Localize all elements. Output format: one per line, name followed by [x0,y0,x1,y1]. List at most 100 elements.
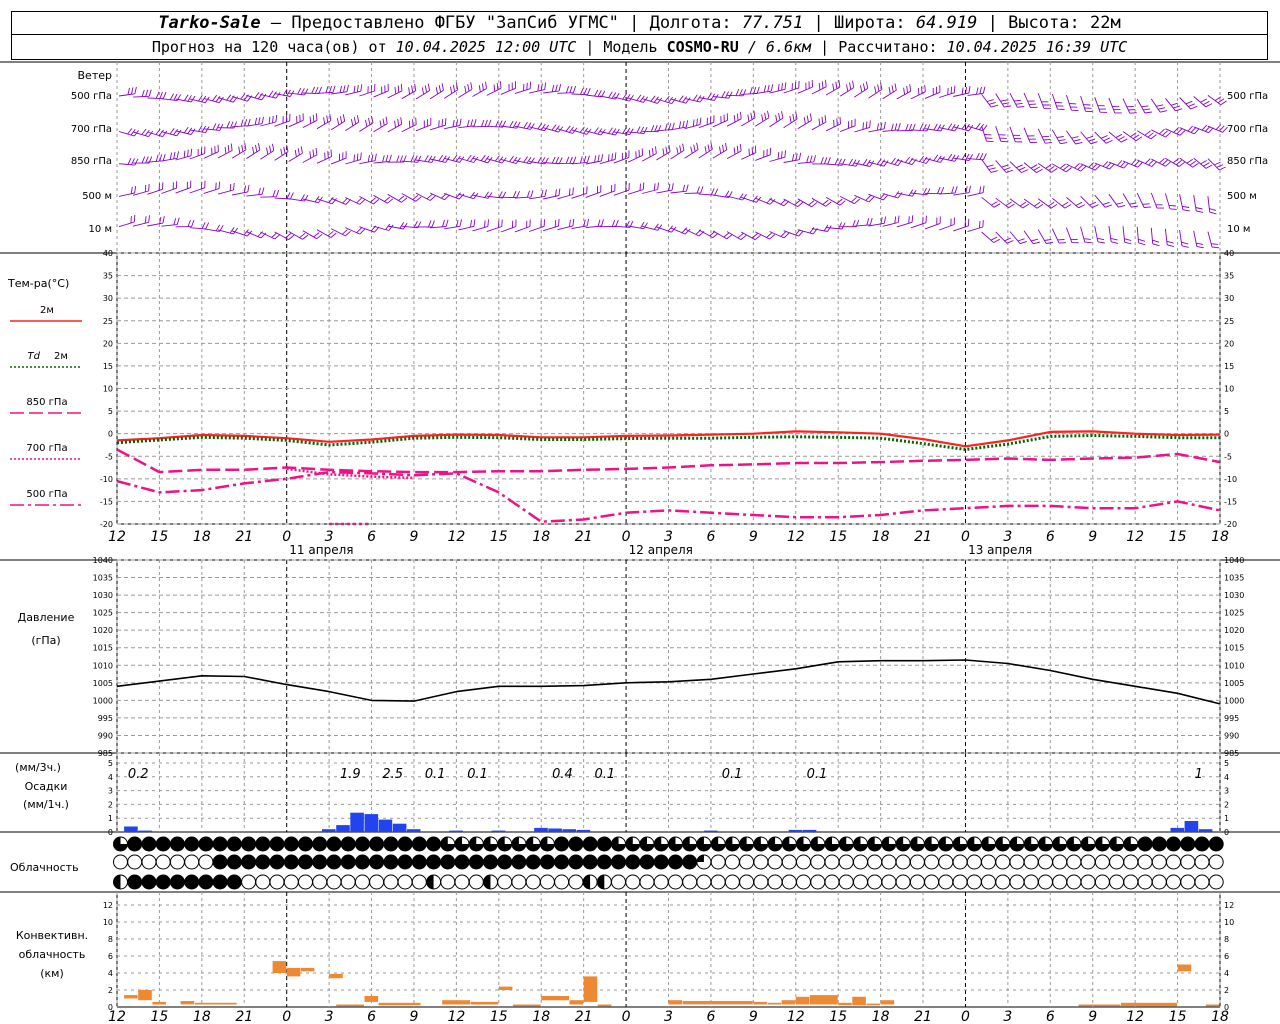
wind-barb [359,115,374,132]
wind-barb [627,94,649,103]
wind-barb [698,92,719,101]
wind-barb [316,85,336,94]
cloud-marker [1066,854,1082,870]
precip-bar [449,830,463,832]
cloud-marker [1180,874,1196,890]
x-tick-label: 15 [829,529,847,545]
temp-tick-label-left: -5 [105,452,113,461]
wind-barb [1108,193,1126,208]
cloud-marker-fill [867,837,882,852]
wind-barb [217,94,238,103]
pres-tick-label-right: 985 [1224,749,1239,758]
wind-barb [840,118,856,133]
convective-unit: (км) [40,967,64,980]
cloud-marker [255,854,271,870]
cloud-marker [539,854,555,870]
wind-barb [217,143,233,159]
wind-barb [868,158,889,167]
temp-tick-label-right: -20 [1224,520,1237,529]
wind-barb [1052,163,1072,173]
temp-tick-label-left: 40 [103,249,113,258]
cloud-marker [241,836,257,852]
wind-barb [1151,128,1172,138]
wind-barb [1037,163,1058,173]
calc-time: 10.04.2025 16:39 UTC [946,38,1128,56]
header-sep-3: | [987,13,998,33]
cloud-marker-fill [739,837,754,852]
conv-tick-label-right: 4 [1224,969,1229,978]
precip-title: Осадки [25,780,68,793]
cloud-marker [155,874,171,890]
precip-unit-1h: (мм/1ч.) [23,798,69,811]
wind-barb [628,221,648,230]
wind-barb [939,186,958,195]
cloud-marker [1023,854,1039,870]
cloud-marker [283,874,299,890]
pressure-title: Давление [18,611,75,624]
wind-barb [288,231,309,240]
temp-tick-label-right: 15 [1224,362,1234,371]
wind-barb [726,231,747,240]
convective-bar [781,1000,796,1005]
convective-bar [138,990,152,1001]
wind-barb [981,196,1001,208]
precip-bar [378,819,393,832]
cloud-marker [312,854,328,870]
wind-barb [118,214,136,228]
cloud-marker [710,874,726,890]
x-tick-label: 18 [532,529,550,545]
wind-barb [1179,125,1200,135]
wind-barb [288,194,309,202]
cloud-marker [668,854,683,870]
wind-barb [401,83,417,100]
cloud-marker [995,874,1011,890]
wind-barb [415,83,431,100]
cloud-marker [113,854,128,870]
wind-barb [1165,127,1186,136]
wind-barb [1207,95,1227,106]
wind-barb [1023,127,1038,143]
cloud-marker [853,874,868,890]
temp-series-t700 [286,467,415,480]
convective-bar [583,976,598,1002]
wind-barb [1023,198,1044,209]
prec-tick-label-left: 0 [108,828,113,837]
wind-barb [896,84,912,100]
wind-barb [132,215,150,227]
wind-barb [1037,198,1058,209]
wind-barb [1150,227,1160,247]
cloud-marker [938,874,954,890]
wind-barb [1193,195,1204,213]
x-tick-label: 21 [914,529,932,545]
wind-barb [175,180,192,194]
wind-barb [1136,130,1157,140]
temp-tick-label-right: -15 [1224,497,1237,506]
wind-barb [132,128,154,138]
wind-barb [500,219,517,233]
wind-barb [613,150,630,164]
x-tick-label-bottom: 18 [532,1009,550,1024]
prec-tick-label-right: 0 [1224,828,1229,837]
cloud-marker [696,874,712,890]
wind-barb [557,85,577,94]
conv-tick-label-left: 6 [108,952,113,961]
model-name: COSMO-RU [666,38,739,56]
wind-barb [133,89,152,98]
cloud-marker [184,874,200,890]
wind-barb [1193,96,1213,108]
pres-tick-label-right: 1025 [1224,609,1244,618]
wind-barb [1009,231,1027,245]
x-tick-label: 9 [410,529,419,545]
cloud-marker [981,874,996,890]
wind-level-label-right: 500 м [1227,191,1257,202]
prec-tick-label-left: 2 [108,800,113,809]
wind-panel: Ветер 500 гПа 500 гПа 700 гПа 700 гПа 850 гПа… [71,69,1268,249]
cloud-marker [1052,854,1068,870]
convective-bar [866,1003,881,1006]
cloud-marker [169,874,185,890]
legend-label: 850 гПа [26,397,67,408]
cloud-marker [554,854,570,870]
wind-barb [373,116,388,133]
cloud-marker-fill [583,875,591,889]
wind-barb [896,123,916,132]
